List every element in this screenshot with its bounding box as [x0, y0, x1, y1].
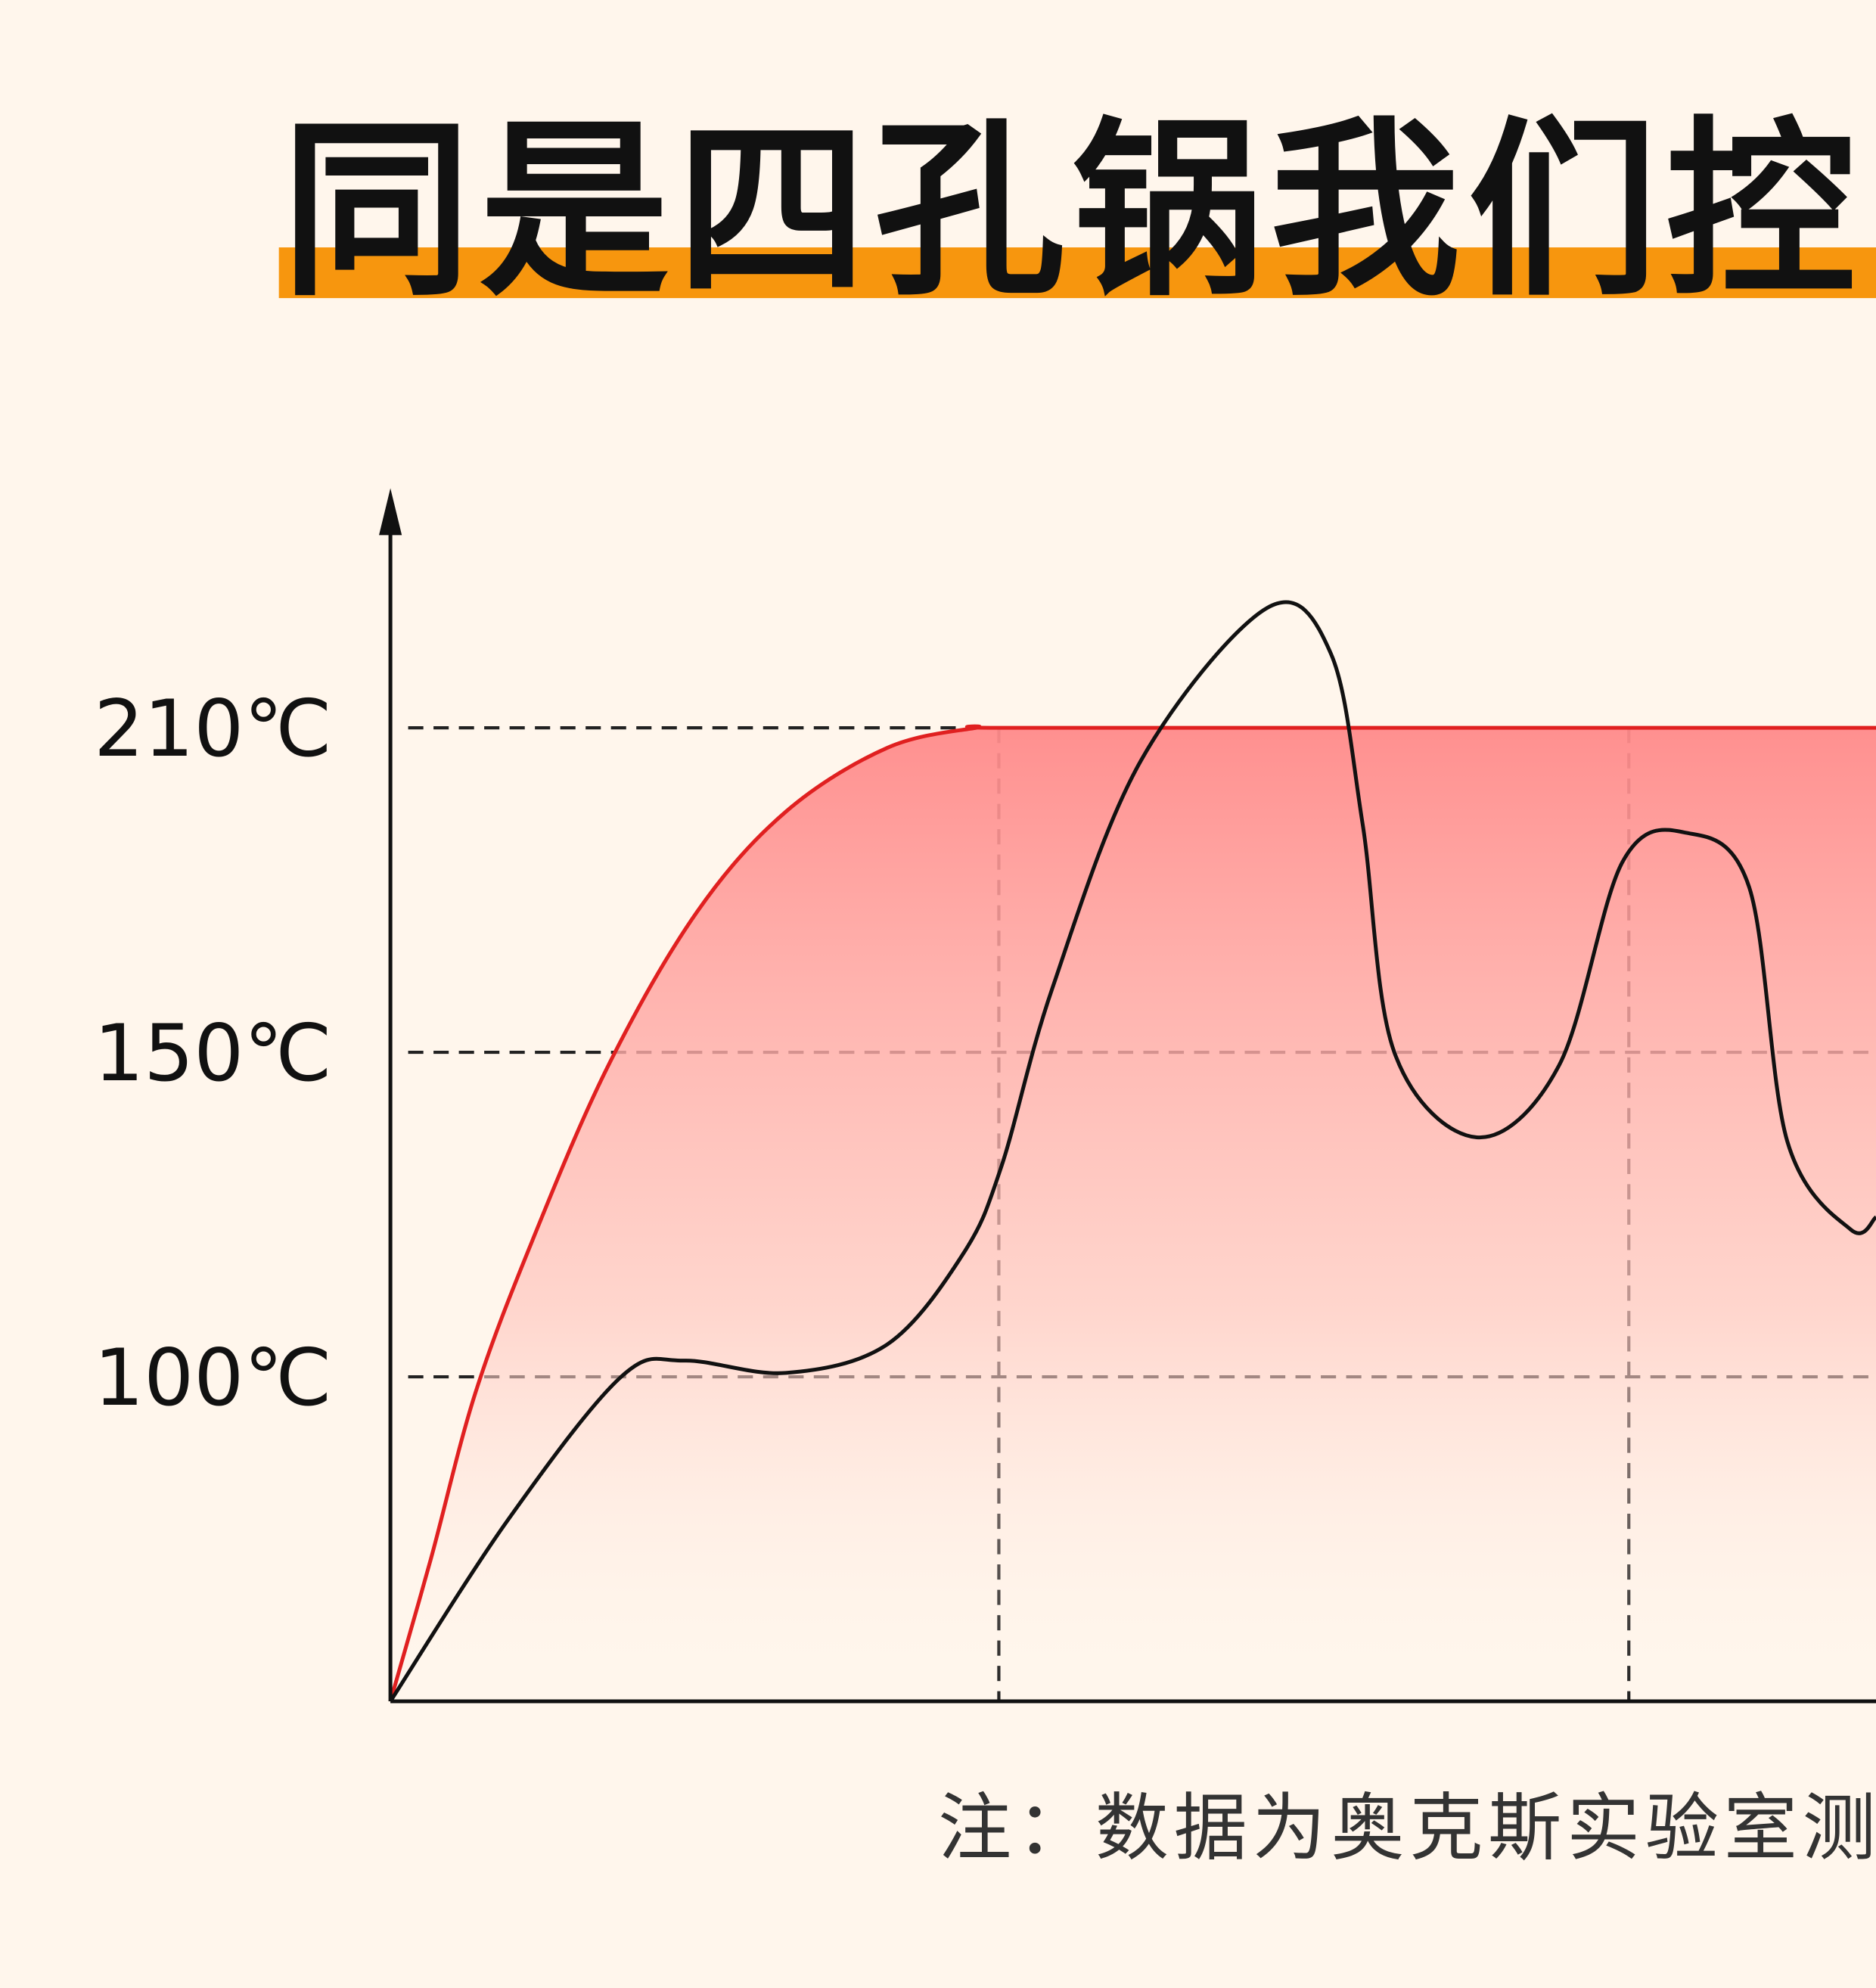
- y-tick-label: 100℃: [94, 1332, 332, 1424]
- line: [388, 600, 1876, 1703]
- line: [388, 724, 1876, 1702]
- chart-title: 同是四孔锅我们控: [281, 101, 1863, 322]
- area-fill: [390, 726, 1876, 1702]
- title-highlight: [278, 247, 1876, 299]
- y-axis-arrow: [379, 488, 402, 536]
- y-tick-label: 150℃: [94, 1008, 332, 1099]
- footnote: 注：数据为奥克斯实验室测: [938, 1785, 1876, 1871]
- y-tick-label: 210℃: [94, 683, 332, 775]
